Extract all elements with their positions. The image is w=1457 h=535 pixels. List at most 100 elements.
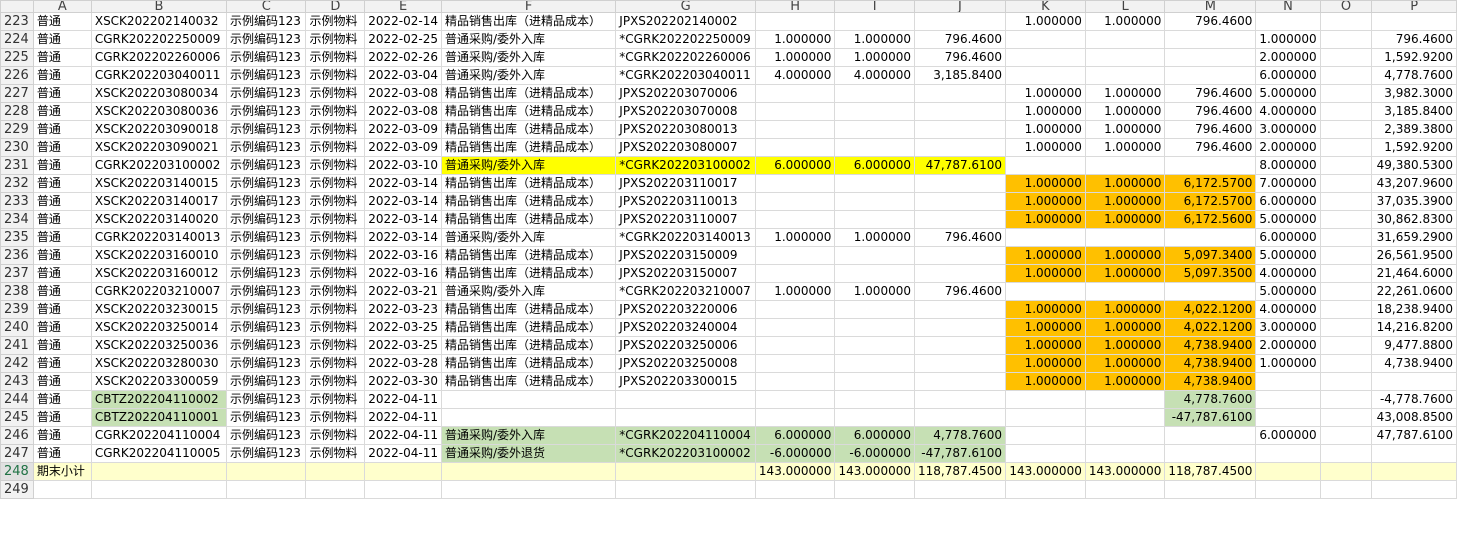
cell-b233[interactable]: XSCK202203140017 bbox=[90, 192, 227, 211]
cell-j227[interactable] bbox=[913, 84, 1006, 103]
cell-h230[interactable] bbox=[754, 138, 836, 157]
cell-k231[interactable] bbox=[1004, 156, 1086, 175]
cell-b236[interactable]: XSCK202203160010 bbox=[90, 246, 227, 265]
cell-c223[interactable]: 示例编码123 bbox=[225, 12, 307, 31]
cell-c224[interactable]: 示例编码123 bbox=[225, 30, 307, 49]
column-header-a[interactable]: A bbox=[32, 0, 92, 13]
cell-j230[interactable] bbox=[913, 138, 1006, 157]
cell-m248[interactable]: 118,787.4500 bbox=[1164, 462, 1257, 481]
cell-i236[interactable] bbox=[834, 246, 915, 265]
cell-e230[interactable]: 2022-03-09 bbox=[364, 138, 442, 157]
cell-p237[interactable]: 21,464.6000 bbox=[1371, 264, 1457, 283]
cell-i233[interactable] bbox=[834, 192, 915, 211]
cell-f245[interactable] bbox=[440, 408, 617, 427]
cell-g237[interactable]: JPXS202203150007 bbox=[615, 264, 756, 283]
cell-c236[interactable]: 示例编码123 bbox=[225, 246, 307, 265]
cell-g225[interactable]: *CGRK202202260006 bbox=[615, 48, 756, 67]
cell-k234[interactable]: 1.000000 bbox=[1004, 210, 1086, 229]
cell-c229[interactable]: 示例编码123 bbox=[225, 120, 307, 139]
cell-n235[interactable]: 6.000000 bbox=[1255, 228, 1321, 247]
cell-g245[interactable] bbox=[615, 408, 756, 427]
cell-l223[interactable]: 1.000000 bbox=[1084, 12, 1166, 31]
cell-l225[interactable] bbox=[1084, 48, 1166, 67]
cell-o242[interactable] bbox=[1319, 354, 1373, 373]
cell-o247[interactable] bbox=[1319, 444, 1373, 463]
row-header[interactable]: 241 bbox=[0, 336, 34, 355]
cell-j243[interactable] bbox=[913, 372, 1006, 391]
cell-a230[interactable]: 普通 bbox=[32, 138, 92, 157]
cell-p230[interactable]: 1,592.9200 bbox=[1371, 138, 1457, 157]
cell-d227[interactable]: 示例物料 bbox=[305, 84, 366, 103]
cell-n249[interactable] bbox=[1255, 480, 1321, 499]
cell-m245[interactable]: -47,787.6100 bbox=[1164, 408, 1257, 427]
cell-m246[interactable] bbox=[1164, 426, 1257, 445]
cell-h245[interactable] bbox=[754, 408, 836, 427]
cell-l238[interactable] bbox=[1084, 282, 1166, 301]
cell-l224[interactable] bbox=[1084, 30, 1166, 49]
cell-p248[interactable] bbox=[1371, 462, 1457, 481]
cell-l234[interactable]: 1.000000 bbox=[1084, 210, 1166, 229]
cell-e244[interactable]: 2022-04-11 bbox=[364, 390, 442, 409]
cell-p238[interactable]: 22,261.0600 bbox=[1371, 282, 1457, 301]
cell-j229[interactable] bbox=[913, 120, 1006, 139]
cell-k237[interactable]: 1.000000 bbox=[1004, 264, 1086, 283]
cell-p240[interactable]: 14,216.8200 bbox=[1371, 318, 1457, 337]
cell-i242[interactable] bbox=[834, 354, 915, 373]
cell-i231[interactable]: 6.000000 bbox=[834, 156, 915, 175]
cell-e231[interactable]: 2022-03-10 bbox=[364, 156, 442, 175]
cell-d236[interactable]: 示例物料 bbox=[305, 246, 366, 265]
cell-j231[interactable]: 47,787.6100 bbox=[913, 156, 1006, 175]
cell-e239[interactable]: 2022-03-23 bbox=[364, 300, 442, 319]
row-header[interactable]: 249 bbox=[0, 480, 34, 499]
cell-n239[interactable]: 4.000000 bbox=[1255, 300, 1321, 319]
cell-e237[interactable]: 2022-03-16 bbox=[364, 264, 442, 283]
cell-h232[interactable] bbox=[754, 174, 836, 193]
cell-b237[interactable]: XSCK202203160012 bbox=[90, 264, 227, 283]
cell-i244[interactable] bbox=[834, 390, 915, 409]
cell-n231[interactable]: 8.000000 bbox=[1255, 156, 1321, 175]
cell-m243[interactable]: 4,738.9400 bbox=[1164, 372, 1257, 391]
cell-c225[interactable]: 示例编码123 bbox=[225, 48, 307, 67]
cell-n248[interactable] bbox=[1255, 462, 1321, 481]
cell-d226[interactable]: 示例物料 bbox=[305, 66, 366, 85]
cell-p241[interactable]: 9,477.8800 bbox=[1371, 336, 1457, 355]
cell-m232[interactable]: 6,172.5700 bbox=[1164, 174, 1257, 193]
cell-o246[interactable] bbox=[1319, 426, 1373, 445]
cell-e238[interactable]: 2022-03-21 bbox=[364, 282, 442, 301]
cell-k242[interactable]: 1.000000 bbox=[1004, 354, 1086, 373]
cell-c247[interactable]: 示例编码123 bbox=[225, 444, 307, 463]
cell-c226[interactable]: 示例编码123 bbox=[225, 66, 307, 85]
cell-a227[interactable]: 普通 bbox=[32, 84, 92, 103]
cell-h236[interactable] bbox=[754, 246, 836, 265]
cell-m244[interactable]: 4,778.7600 bbox=[1164, 390, 1257, 409]
cell-i249[interactable] bbox=[834, 480, 915, 499]
cell-m223[interactable]: 796.4600 bbox=[1164, 12, 1257, 31]
cell-g235[interactable]: *CGRK202203140013 bbox=[615, 228, 756, 247]
cell-g223[interactable]: JPXS202202140002 bbox=[615, 12, 756, 31]
cell-b227[interactable]: XSCK202203080034 bbox=[90, 84, 227, 103]
cell-m224[interactable] bbox=[1164, 30, 1257, 49]
cell-j240[interactable] bbox=[913, 318, 1006, 337]
cell-b224[interactable]: CGRK202202250009 bbox=[90, 30, 227, 49]
cell-g249[interactable] bbox=[615, 480, 756, 499]
cell-f230[interactable]: 精品销售出库（进精品成本） bbox=[440, 138, 617, 157]
cell-a233[interactable]: 普通 bbox=[32, 192, 92, 211]
cell-c244[interactable]: 示例编码123 bbox=[225, 390, 307, 409]
cell-d225[interactable]: 示例物料 bbox=[305, 48, 366, 67]
cell-d239[interactable]: 示例物料 bbox=[305, 300, 366, 319]
cell-o230[interactable] bbox=[1319, 138, 1373, 157]
cell-j246[interactable]: 4,778.7600 bbox=[913, 426, 1006, 445]
cell-c228[interactable]: 示例编码123 bbox=[225, 102, 307, 121]
cell-p236[interactable]: 26,561.9500 bbox=[1371, 246, 1457, 265]
cell-i245[interactable] bbox=[834, 408, 915, 427]
row-header[interactable]: 245 bbox=[0, 408, 34, 427]
row-header[interactable]: 234 bbox=[0, 210, 34, 229]
cell-h246[interactable]: 6.000000 bbox=[754, 426, 836, 445]
cell-f231[interactable]: 普通采购/委外入库 bbox=[440, 156, 617, 175]
cell-p225[interactable]: 1,592.9200 bbox=[1371, 48, 1457, 67]
row-header[interactable]: 243 bbox=[0, 372, 34, 391]
cell-f233[interactable]: 精品销售出库（进精品成本） bbox=[440, 192, 617, 211]
cell-i241[interactable] bbox=[834, 336, 915, 355]
